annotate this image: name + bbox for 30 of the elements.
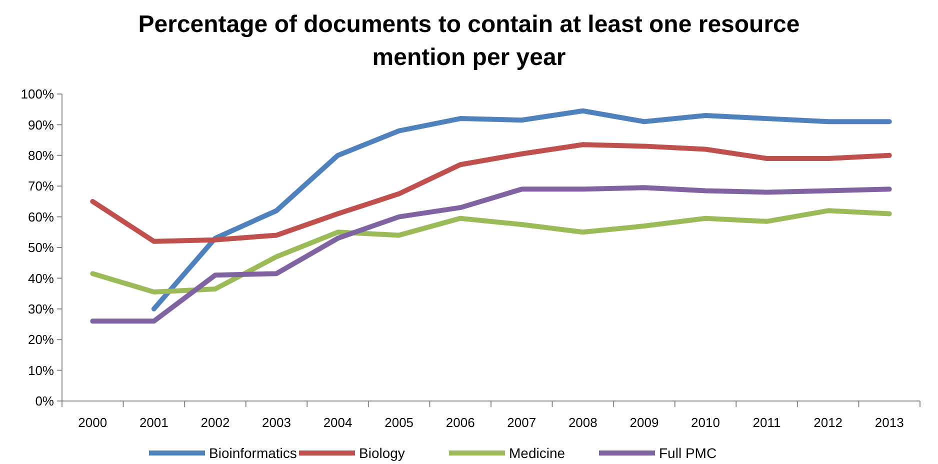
x-tick-label: 2010 (691, 415, 720, 430)
y-tick-label: 70% (28, 178, 54, 194)
y-tick-label: 30% (28, 301, 54, 316)
y-tick-label: 10% (28, 362, 54, 378)
x-tick-label: 2005 (384, 415, 414, 430)
chart-title: Percentage of documents to contain at least one resource mention per year (138, 11, 800, 71)
x-tick-label: 2006 (446, 415, 475, 430)
y-tick-label: 50% (28, 240, 54, 256)
x-tick-label: 2003 (262, 415, 291, 430)
legend-label: Medicine (509, 445, 566, 461)
x-tick-label: 2004 (323, 415, 352, 430)
x-tick-label: 2012 (814, 415, 843, 430)
legend-label: Full PMC (659, 445, 717, 461)
y-tick-label: 20% (28, 332, 54, 348)
y-tick-label: 100% (20, 86, 54, 102)
x-tick-label: 2009 (630, 415, 659, 430)
x-tick-label: 2011 (752, 415, 781, 430)
x-tick-label: 2008 (568, 415, 598, 430)
x-tick-label: 2013 (874, 415, 904, 430)
y-tick-label: 0% (35, 394, 54, 409)
x-tick-label: 2002 (200, 415, 230, 430)
x-tick-label: 2007 (507, 415, 536, 430)
x-tick-label: 2000 (78, 415, 108, 430)
y-tick-label: 80% (28, 148, 54, 163)
legend-label: Bioinformatics (209, 445, 297, 461)
y-tick-label: 60% (28, 209, 54, 224)
y-tick-label: 40% (28, 270, 54, 286)
x-tick-label: 2001 (139, 415, 168, 430)
legend-label: Biology (359, 445, 405, 461)
y-tick-label: 90% (28, 117, 54, 132)
